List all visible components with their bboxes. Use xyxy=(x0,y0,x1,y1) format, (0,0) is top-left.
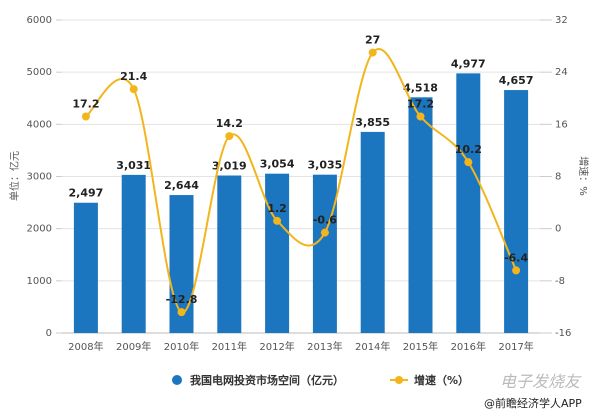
y2-tick-label: 0 xyxy=(555,224,561,235)
bar-data-label: 3,855 xyxy=(355,116,390,129)
x-tick-label: 2008年 xyxy=(68,340,103,353)
growth-data-label: 14.2 xyxy=(216,117,243,130)
growth-point xyxy=(273,216,282,225)
x-tick-label: 2016年 xyxy=(451,340,486,353)
bar-data-label: 3,031 xyxy=(116,159,151,172)
y-tick-label: 6000 xyxy=(27,15,52,26)
growth-point xyxy=(512,266,521,275)
bar xyxy=(504,90,529,333)
x-tick-label: 2011年 xyxy=(212,340,247,353)
watermark-credit: @前瞻经济学人APP xyxy=(484,397,582,410)
y2-axis-label: 增速：% xyxy=(577,156,590,196)
growth-line xyxy=(85,48,518,314)
growth-point xyxy=(129,85,138,94)
bar xyxy=(360,131,385,333)
bar-data-label: 4,518 xyxy=(403,81,438,94)
growth-point xyxy=(416,112,425,121)
y-tick-label: 5000 xyxy=(27,67,52,78)
x-tick-label: 2009年 xyxy=(116,340,151,353)
bar-data-label: 3,019 xyxy=(212,160,247,173)
y2-tick-label: 24 xyxy=(555,67,568,78)
y2-tick-label: -8 xyxy=(555,276,565,287)
bar-data-label: 2,497 xyxy=(69,187,104,200)
bar xyxy=(456,73,481,333)
growth-data-label: 17.2 xyxy=(72,98,99,111)
bar xyxy=(312,174,337,333)
growth-data-label: 21.4 xyxy=(120,70,147,83)
y-tick-label: 2000 xyxy=(27,224,52,235)
growth-point xyxy=(368,48,377,57)
y-tick-label: 3000 xyxy=(27,172,52,183)
growth-data-label: 17.2 xyxy=(407,98,434,111)
growth-data-label: -0.6 xyxy=(313,214,337,227)
bar-data-label: 4,977 xyxy=(451,57,486,70)
growth-point xyxy=(464,158,473,167)
x-tick-label: 2014年 xyxy=(355,340,390,353)
y-tick-label: 4000 xyxy=(27,119,52,130)
bar-data-label: 2,644 xyxy=(164,179,199,192)
y2-tick-label: -16 xyxy=(555,328,571,339)
bar xyxy=(73,202,98,333)
y-tick-label: 0 xyxy=(46,328,52,339)
x-tick-label: 2015年 xyxy=(403,340,438,353)
watermark-logo: 电子发烧友 xyxy=(500,372,581,391)
legend-bar-swatch xyxy=(172,375,182,385)
growth-data-label: 1.2 xyxy=(267,202,287,215)
y2-tick-label: 16 xyxy=(555,119,568,130)
growth-point xyxy=(225,132,234,141)
legend-bar-label: 我国电网投资市场空间（亿元） xyxy=(190,374,344,387)
x-tick-label: 2010年 xyxy=(164,340,199,353)
x-tick-label: 2013年 xyxy=(307,340,342,353)
y-tick-label: 1000 xyxy=(27,276,52,287)
legend-line-swatch xyxy=(390,376,408,384)
bar-data-label: 4,657 xyxy=(499,74,534,87)
growth-data-label: -6.4 xyxy=(504,251,528,264)
growth-point xyxy=(81,112,90,121)
legend: 我国电网投资市场空间（亿元） 增速（%） xyxy=(172,372,469,388)
growth-data-label: 27 xyxy=(365,34,380,47)
growth-point xyxy=(177,308,186,317)
growth-data-label: 10.2 xyxy=(455,143,482,156)
x-tick-label: 2012年 xyxy=(259,340,294,353)
y2-tick-label: 32 xyxy=(555,15,568,26)
x-tick-label: 2017年 xyxy=(498,340,533,353)
growth-data-label: -12.8 xyxy=(166,293,198,306)
legend-line-label: 增速（%） xyxy=(414,374,470,387)
bar-data-label: 3,035 xyxy=(308,159,343,172)
bar xyxy=(121,174,146,333)
bar-data-label: 3,054 xyxy=(260,158,295,171)
bar xyxy=(265,173,290,333)
bar xyxy=(217,175,242,333)
growth-point xyxy=(320,228,329,237)
y2-tick-label: 8 xyxy=(555,172,561,183)
bar xyxy=(408,97,433,333)
y-axis-label: 单位：亿元 xyxy=(8,151,21,201)
